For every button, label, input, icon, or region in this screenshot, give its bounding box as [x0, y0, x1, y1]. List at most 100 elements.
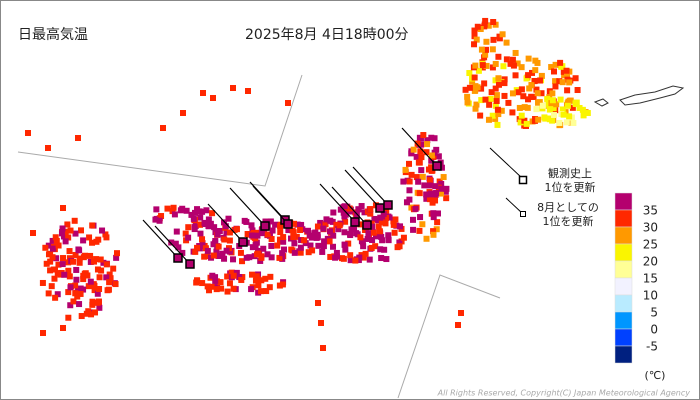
station: [557, 96, 564, 103]
station: [89, 239, 96, 246]
station: [290, 220, 297, 227]
station: [498, 107, 505, 114]
station: [60, 255, 67, 262]
station: [298, 237, 305, 244]
station: [75, 246, 82, 253]
station: [379, 237, 386, 244]
station: [230, 285, 237, 292]
station: [432, 183, 439, 190]
legend-label: 25: [643, 238, 658, 252]
station: [264, 251, 271, 258]
station: [201, 253, 208, 260]
station: [523, 120, 530, 127]
station: [552, 61, 559, 68]
station: [81, 252, 88, 259]
station: [75, 135, 81, 141]
station: [512, 72, 519, 79]
station: [417, 148, 424, 155]
station: [503, 39, 510, 46]
station: [428, 152, 435, 159]
station: [501, 80, 508, 87]
station: [429, 199, 436, 206]
station: [553, 101, 560, 108]
station: [486, 101, 493, 108]
station: [428, 157, 435, 164]
station: [319, 248, 326, 255]
station: [558, 63, 565, 70]
station: [406, 196, 413, 203]
station: [266, 284, 273, 291]
station: [464, 99, 471, 106]
station: [253, 273, 260, 280]
station: [317, 219, 324, 226]
station: [490, 36, 497, 43]
station: [525, 96, 532, 103]
station: [438, 164, 445, 171]
station: [226, 229, 233, 236]
station: [94, 299, 101, 306]
station: [205, 216, 212, 223]
station: [364, 235, 371, 242]
record-line: [505, 197, 523, 214]
station: [563, 119, 570, 126]
station: [410, 226, 417, 233]
station: [478, 85, 485, 92]
station: [347, 252, 354, 259]
station: [536, 99, 543, 106]
station: [569, 104, 576, 111]
station: [268, 254, 275, 261]
station: [532, 67, 539, 74]
station: [352, 257, 359, 264]
station: [96, 285, 103, 292]
station: [564, 102, 571, 109]
station: [72, 290, 79, 297]
station: [285, 227, 292, 234]
station: [426, 196, 433, 203]
station: [528, 82, 535, 89]
station: [336, 222, 343, 229]
station: [534, 59, 541, 66]
station: [469, 78, 476, 85]
record-station: [185, 259, 195, 269]
station: [55, 261, 62, 268]
station: [288, 246, 295, 253]
station: [326, 228, 333, 235]
station: [80, 237, 87, 244]
station: [472, 62, 479, 69]
station: [89, 301, 96, 308]
station: [421, 182, 428, 189]
station: [347, 257, 354, 264]
station: [376, 228, 383, 235]
station: [263, 288, 270, 295]
record-station: [432, 161, 442, 171]
station: [239, 258, 246, 265]
station: [424, 137, 431, 144]
station: [210, 95, 216, 101]
station: [509, 56, 516, 63]
station: [221, 255, 228, 262]
station: [301, 237, 308, 244]
station: [73, 266, 80, 273]
station: [322, 221, 329, 228]
station: [524, 104, 531, 111]
record-station: [173, 253, 183, 263]
station: [193, 279, 200, 286]
record-line: [331, 186, 368, 226]
station: [438, 185, 445, 192]
station: [42, 244, 49, 251]
station: [249, 232, 256, 239]
station: [304, 227, 311, 234]
station: [213, 248, 220, 255]
station: [455, 322, 461, 328]
station: [164, 205, 171, 212]
station: [473, 36, 480, 43]
station: [83, 310, 90, 317]
station: [49, 245, 56, 252]
station: [367, 206, 374, 213]
station: [245, 88, 251, 94]
station: [199, 208, 206, 215]
station: [423, 235, 430, 242]
station: [224, 288, 231, 295]
station: [314, 231, 321, 238]
station: [297, 226, 304, 233]
